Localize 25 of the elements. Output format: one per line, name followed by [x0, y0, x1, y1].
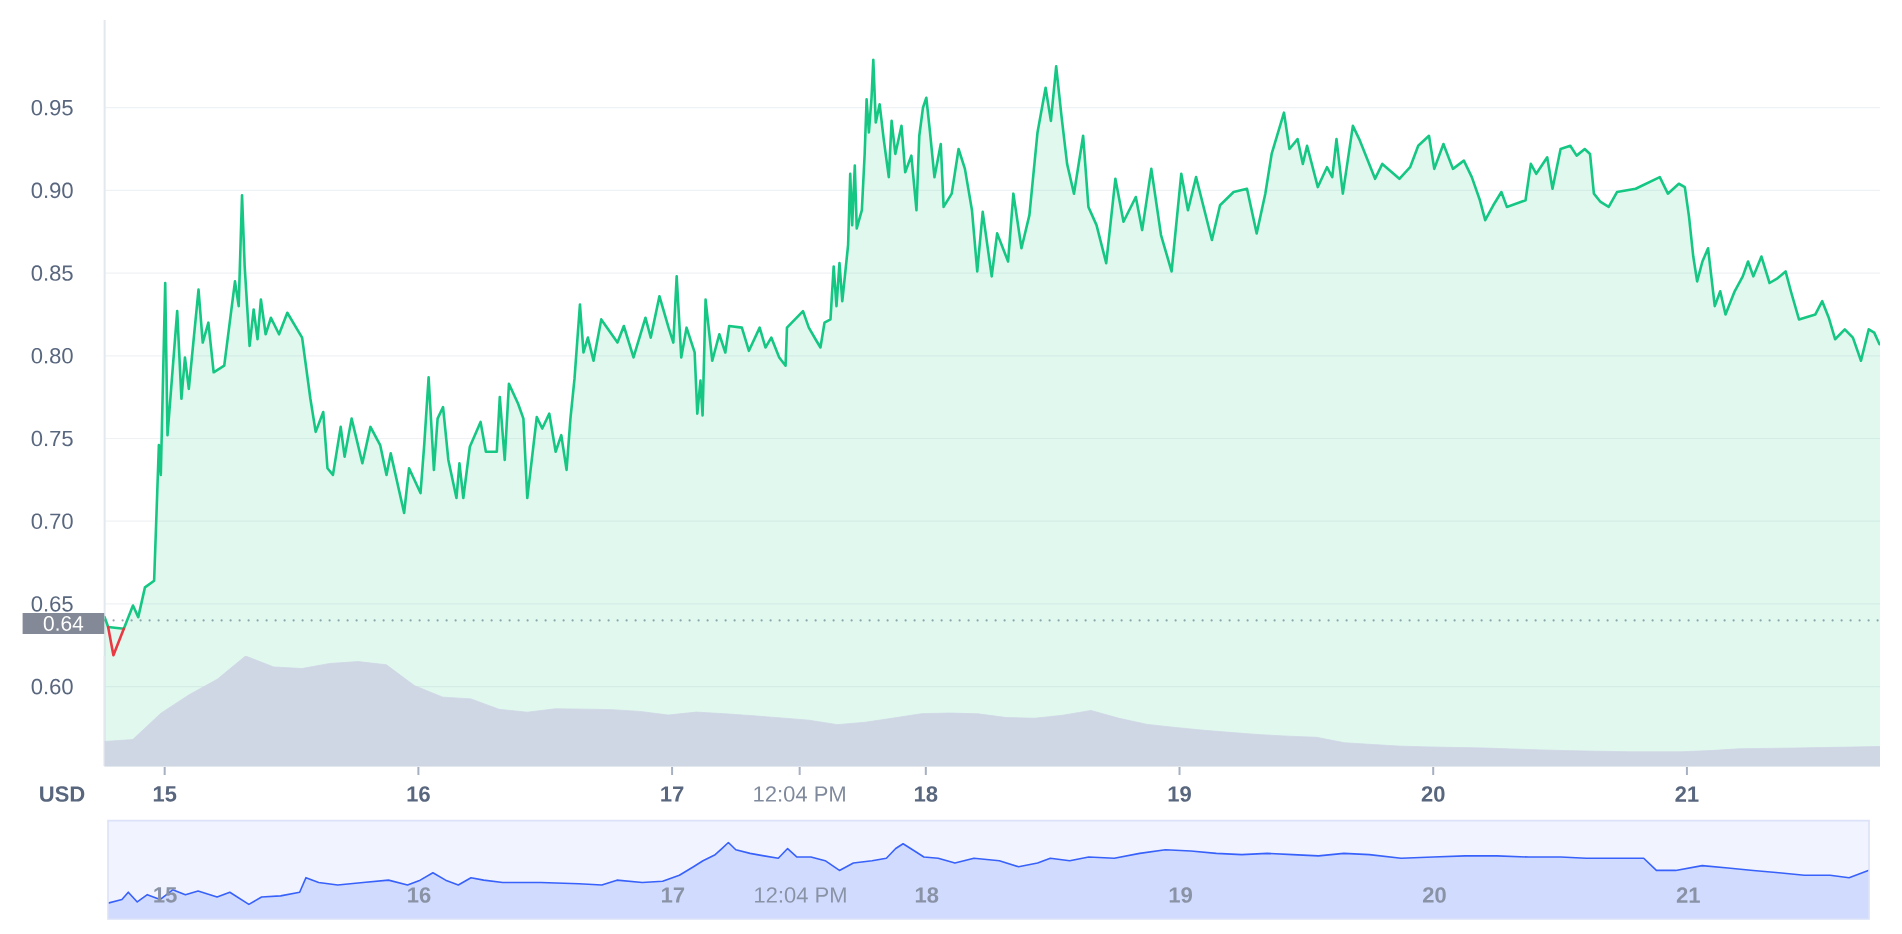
y-tick-label: 0.80 — [31, 348, 73, 364]
y-tick-label: 0.60 — [31, 678, 73, 695]
x-tick-label: 12:04 PM — [754, 786, 845, 802]
x-tick-label: 16 — [407, 786, 430, 802]
x-tick-label: 19 — [1169, 887, 1192, 903]
x-tick-label: 19 — [1168, 786, 1191, 802]
x-tick-label: 18 — [914, 786, 938, 802]
y-axis-title: USD — [40, 786, 85, 802]
y-tick-label: 0.70 — [31, 513, 73, 529]
y-tick-label: 0.95 — [31, 99, 73, 116]
x-tick-label: 17 — [661, 786, 684, 802]
x-tick-label: 21 — [1675, 786, 1699, 802]
x-tick-label: 21 — [1676, 887, 1700, 903]
x-tick-label: 20 — [1421, 786, 1445, 802]
x-tick-label: 15 — [153, 786, 177, 802]
x-tick-label: 18 — [915, 887, 939, 903]
x-tick-label: 16 — [408, 887, 431, 903]
ref-line-label: 0.64 — [43, 616, 84, 631]
x-tick-label: 17 — [662, 887, 685, 903]
y-tick-label: 0.75 — [31, 430, 73, 447]
y-tick-label: 0.90 — [31, 182, 73, 199]
y-tick-label: 0.65 — [31, 596, 73, 612]
x-tick-label: 20 — [1422, 887, 1446, 903]
y-tick-label: 0.85 — [31, 265, 73, 281]
x-tick-label: 12:04 PM — [755, 887, 846, 903]
